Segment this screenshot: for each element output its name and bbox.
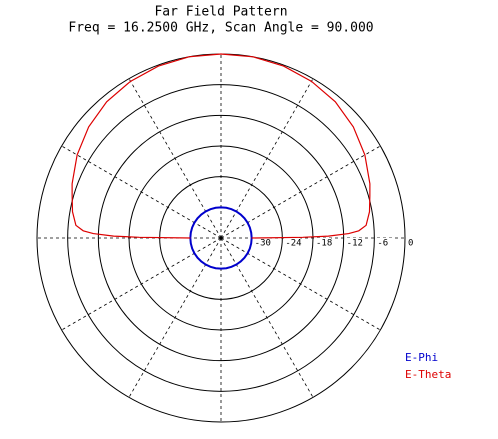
legend-entry: E-Phi <box>405 351 438 364</box>
series-line <box>71 53 371 239</box>
tick-label-bg <box>376 238 393 248</box>
r-tick-label: -18 <box>316 239 332 249</box>
radial-grid-ring <box>128 145 314 331</box>
legend-entry: E-Theta <box>405 368 451 381</box>
radial-grid-ring <box>67 84 375 392</box>
tick-label-bg <box>284 238 301 248</box>
r-tick-label: -12 <box>347 239 363 249</box>
chart-title: Far Field Pattern <box>154 5 287 20</box>
radial-grid-ring <box>97 114 345 362</box>
tick-label-bg <box>345 238 362 248</box>
tick-label-bg <box>407 238 423 248</box>
r-tick-label: -30 <box>255 239 271 249</box>
chart-subtitle: Freq = 16.2500 GHz, Scan Angle = 90.000 <box>68 21 373 36</box>
r-tick-label: 0 <box>408 239 413 249</box>
tick-label-bg <box>315 238 331 248</box>
tick-label-bg <box>253 238 270 248</box>
r-tick-label: -24 <box>285 239 301 249</box>
r-tick-label: -6 <box>377 239 388 249</box>
